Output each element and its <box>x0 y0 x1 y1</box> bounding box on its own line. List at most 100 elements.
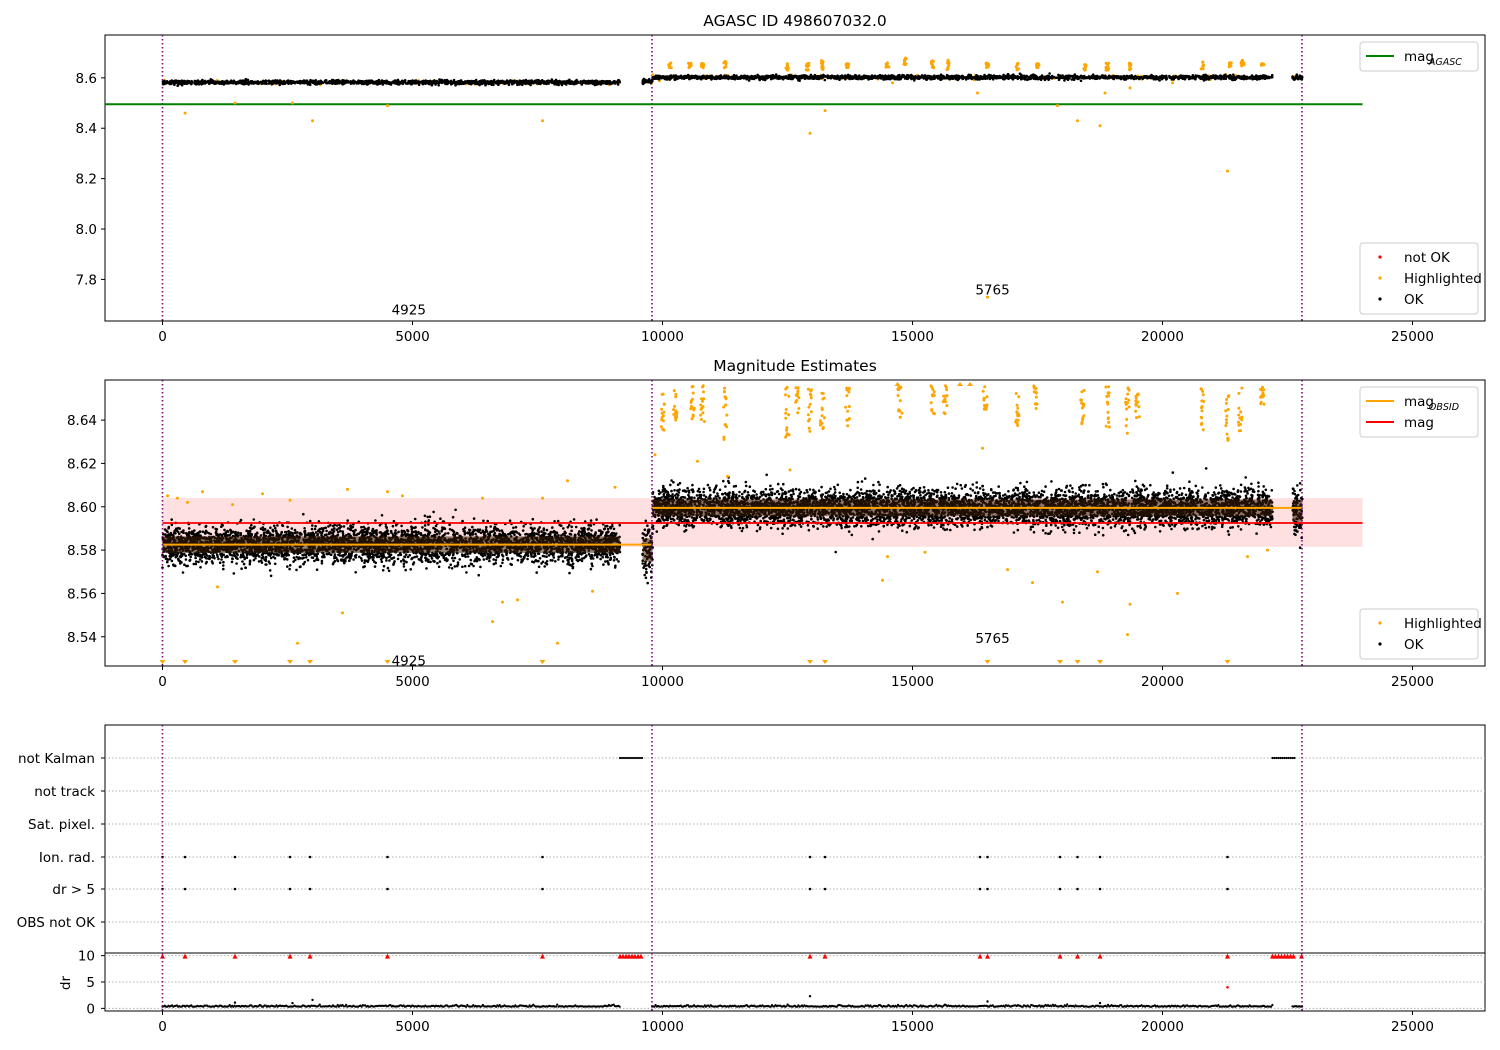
agasc-ok-point <box>556 80 559 83</box>
estimates-panel-title: Magnitude Estimates <box>713 357 877 375</box>
agasc-ok-point <box>596 81 600 84</box>
agasc-ok-point <box>293 81 297 85</box>
agasc-highlighted-point <box>946 58 950 62</box>
agasc-xtick-label: 10000 <box>641 329 684 345</box>
agasc-ok-point <box>738 75 741 79</box>
estimates-ok-point <box>187 527 191 530</box>
agasc-obsid-label: 4925 <box>392 303 426 319</box>
agasc-ok-point <box>988 77 992 81</box>
agasc-ok-point <box>1145 75 1149 78</box>
agasc-ok-point <box>290 81 294 85</box>
agasc-ok-point <box>811 76 815 79</box>
agasc-ok-point <box>244 77 248 81</box>
agasc-ok-point <box>1156 77 1160 81</box>
agasc-ok-point <box>807 75 810 79</box>
agasc-ok-point <box>1079 79 1083 82</box>
agasc-ok-point <box>1212 75 1215 79</box>
agasc-ok-point <box>617 79 621 82</box>
agasc-ok-point <box>403 80 407 84</box>
agasc-ok-point <box>410 81 414 85</box>
agasc-highlighted-point <box>929 60 933 64</box>
agasc-highlighted-point <box>1083 68 1087 72</box>
agasc-xtick-label: 5000 <box>395 329 429 345</box>
magnitude-estimates-panel: Magnitude Estimates 8.548.568.588.608.62… <box>67 357 1486 690</box>
agasc-ok-point <box>1037 77 1040 81</box>
agasc-ok-point <box>564 80 567 84</box>
agasc-ok-point <box>201 80 205 83</box>
agasc-ok-point <box>1125 77 1128 81</box>
agasc-ok-point <box>673 75 676 79</box>
estimates-ok-point <box>314 531 318 534</box>
agasc-ok-point <box>770 76 774 80</box>
agasc-ok-point <box>498 80 502 84</box>
agasc-ok-point <box>343 79 346 82</box>
agasc-ok-point <box>1199 75 1203 78</box>
agasc-ok-point <box>416 80 420 84</box>
agasc-ok-point <box>1104 74 1107 78</box>
agasc-ok-point <box>1229 74 1232 77</box>
agasc-ok-point <box>920 75 923 79</box>
estimates-ok-point <box>325 552 329 556</box>
agasc-highlighted-point <box>1128 68 1132 72</box>
agasc-ok-point <box>911 75 914 78</box>
agasc-ok-point <box>377 78 381 82</box>
agasc-ok-point <box>529 83 532 87</box>
agasc-ok-point <box>834 76 837 80</box>
agasc-ok-point <box>1089 75 1092 79</box>
agasc-ok-point <box>733 75 736 78</box>
agasc-ok-point <box>521 81 524 84</box>
agasc-ok-point <box>224 82 227 85</box>
agasc-ok-point <box>1013 74 1017 78</box>
agasc-highlighted-point <box>1017 67 1021 71</box>
estimates-ok-point <box>222 564 225 567</box>
agasc-ok-point <box>822 75 825 78</box>
agasc-ok-point <box>525 81 528 84</box>
agasc-ok-point <box>723 76 726 80</box>
agasc-ok-point <box>1067 76 1071 80</box>
agasc-ok-point <box>762 76 766 80</box>
agasc-ok-point <box>174 81 178 85</box>
agasc-ok-point <box>985 75 989 79</box>
agasc-ok-point <box>228 81 231 85</box>
agasc-ok-point <box>547 79 550 82</box>
estimates-ok-point <box>284 530 287 534</box>
agasc-ok-point <box>644 78 647 82</box>
agasc-ok-point <box>641 82 645 86</box>
agasc-ok-point <box>1055 76 1059 79</box>
agasc-ok-point <box>1218 76 1222 80</box>
agasc-highlighted-point <box>1014 65 1018 69</box>
estimates-ok-point <box>482 558 486 561</box>
agasc-ok-point <box>922 75 926 79</box>
agasc-ok-point <box>847 76 851 80</box>
agasc-highlighted-point <box>233 101 237 105</box>
estimates-ok-point <box>305 556 308 559</box>
estimates-ok-point <box>273 552 276 556</box>
agasc-highlighted-point <box>651 73 655 76</box>
agasc-ok-point <box>1235 75 1238 79</box>
agasc-ok-point <box>1143 75 1146 78</box>
agasc-highlighted-point <box>931 66 935 70</box>
agasc-ok-point <box>752 77 756 81</box>
agasc-ok-point <box>1016 75 1020 78</box>
agasc-ok-point <box>206 79 210 83</box>
agasc-ok-point <box>472 81 475 84</box>
agasc-highlighted-point <box>1098 124 1102 128</box>
agasc-ok-point <box>496 81 499 85</box>
agasc-ok-point <box>841 76 844 80</box>
agasc-highlighted-point <box>1240 58 1244 62</box>
agasc-highlighted-point <box>946 65 950 69</box>
agasc-ok-point <box>335 80 339 83</box>
agasc-ok-point <box>571 81 575 85</box>
agasc-ok-point <box>168 82 172 86</box>
agasc-ok-point <box>421 82 425 85</box>
agasc-ok-point <box>991 76 995 80</box>
agasc-ok-point <box>428 80 432 83</box>
agasc-axes-frame <box>104 34 1486 322</box>
agasc-ok-point <box>1263 74 1266 77</box>
agasc-obsid-label: 5765 <box>975 283 1009 299</box>
agasc-ok-point <box>725 76 729 79</box>
agasc-ok-point <box>574 80 577 83</box>
agasc-ok-point <box>647 77 651 81</box>
estimates-ok-point <box>494 558 498 562</box>
agasc-ok-point <box>1063 77 1066 80</box>
